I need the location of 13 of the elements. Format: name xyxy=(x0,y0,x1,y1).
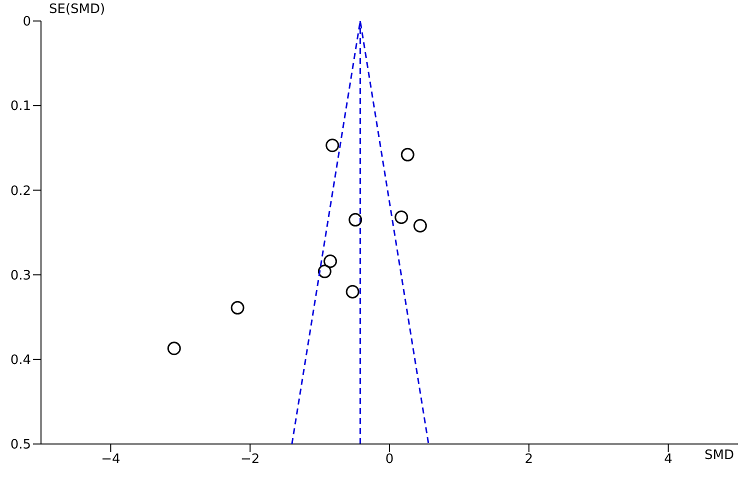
y-tick-label: 0.5 xyxy=(10,438,31,453)
x-tick-label: 2 xyxy=(524,452,534,468)
y-tick-label: 0.2 xyxy=(10,184,31,199)
x-tick-label: −2 xyxy=(240,452,260,468)
y-tick-label: 0 xyxy=(22,14,31,30)
y-tick-label: 0.3 xyxy=(10,268,31,284)
x-tick-label: 0 xyxy=(385,452,394,468)
x-axis-title: SMD xyxy=(704,448,734,463)
y-tick-label: 0.4 xyxy=(10,353,31,368)
y-tick-label: 0.1 xyxy=(10,99,31,114)
y-axis-title: SE(SMD) xyxy=(49,2,106,17)
x-tick-label: −4 xyxy=(101,452,120,468)
x-tick-label: 4 xyxy=(664,452,672,468)
